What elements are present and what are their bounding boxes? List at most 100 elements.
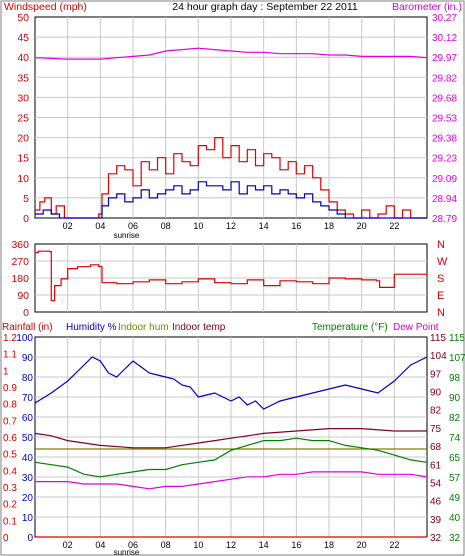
rainfall-axis-title: Rainfall (in) [2,322,53,333]
temperature-outer-tick-9: 107 [449,353,465,364]
temperature-inner-tick-2: 46 [430,497,442,508]
lower-x-tick-20: 20 [357,540,367,550]
temperature-inner-tick-5: 68 [430,442,442,453]
temperature-outer-tick-4: 65 [449,453,461,464]
humidity-ticks: 0 10 20 30 40 50 60 70 80 90 100 [16,333,33,544]
compass-tick-0: N [437,239,445,251]
barometer-tick-0: 28.79 [432,214,457,225]
compass-tick-1: W [437,256,448,268]
barometer-tick-6: 29.68 [432,93,457,104]
rainfall-tick-1: 0.1 [3,516,17,527]
temperature-outer-tick-2: 49 [449,493,461,504]
humidity-tick-30: 30 [22,473,34,484]
temperature-line [34,437,428,478]
lower-x-tick-12: 12 [226,540,236,550]
lower-x-tick-14: 14 [259,540,269,550]
rainfall-tick-2: 0.2 [3,500,17,511]
temperature-outer-tick-6: 82 [449,413,461,424]
humidity-tick-80: 80 [22,373,34,384]
humidity-tick-70: 70 [22,393,34,404]
wind-x-tick-20: 20 [357,221,367,231]
compass-tick-3: E [437,290,444,302]
wind-x-tick-10: 10 [193,221,203,231]
humidity-tick-60: 60 [22,413,34,424]
humidity-tick-20: 20 [22,493,34,504]
windspeed-tick-35: 35 [17,72,29,84]
lower-series [34,356,428,538]
indoor-temp-legend: Indoor temp [172,322,226,333]
rainfall-tick-9: 0.9 [3,383,17,394]
barometer-tick-2: 29.09 [432,174,457,185]
temperature-outer-tick-3: 57 [449,473,461,484]
direction-ticks: 0 90 180 270 360 [11,239,29,319]
direction-series [35,250,427,302]
wind-x-tick-06: 06 [128,221,138,231]
wind-x-tick-18: 18 [324,221,334,231]
temperature-inner-tick-7: 82 [430,406,442,417]
direction-tick-180: 180 [11,273,29,285]
temperature-outer-tick-5: 74 [449,433,461,444]
wind-x-tick-04: 04 [95,221,105,231]
temperature-inner-tick-3: 54 [430,478,442,489]
temperature-inner-tick-0: 32 [430,533,442,544]
sunrise-label-lower: sunrise [114,548,140,556]
wind-x-ticks: 02 04 06 08 10 12 14 16 18 20 22 [63,221,400,231]
lower-x-tick-04: 04 [95,540,105,550]
rainfall-tick-12: 1.2 [3,333,17,344]
dew-point-line [35,471,428,490]
rainfall-tick-10: 1 [3,366,9,377]
temperature-axis-title: Temperature (°F) [312,322,388,333]
direction-grid [35,244,427,312]
windspeed-axis-title: Windspeed (mph) [4,1,87,13]
temperature-outer-tick-1: 40 [449,513,461,524]
indoor-hum-legend: Indoor hum [118,322,169,333]
humidity-tick-10: 10 [22,513,34,524]
humidity-tick-90: 90 [22,353,34,364]
rainfall-tick-4: 0.4 [3,466,17,477]
temperature-inner-tick-6: 75 [430,424,442,435]
rainfall-tick-8: 0.8 [3,400,17,411]
graph-title: 24 hour graph day : September 22 2011 [172,1,358,13]
windspeed-tick-10: 10 [17,173,29,185]
wind-series [34,47,428,219]
rainfall-tick-11: 1.1 [3,350,17,361]
lower-x-tick-16: 16 [291,540,301,550]
temperature-inner-ticks: 32 39 46 54 61 68 75 82 90 97 104 115 [430,333,447,544]
temperature-outer-ticks: 32 40 49 57 65 74 82 90 98 107 115 [449,333,465,544]
lower-x-tick-08: 08 [161,540,171,550]
humidity-tick-50: 50 [22,433,34,444]
lower-x-tick-02: 02 [63,540,73,550]
temperature-inner-tick-11: 115 [430,333,446,344]
sunrise-label: sunrise [114,231,140,240]
temperature-inner-tick-1: 39 [430,515,442,526]
wind-x-tick-22: 22 [389,221,399,231]
temperature-outer-tick-8: 98 [449,373,461,384]
rainfall-tick-5: 0.5 [3,450,17,461]
lower-x-tick-22: 22 [389,540,399,550]
temperature-inner-tick-9: 97 [430,369,442,380]
temperature-outer-tick-0: 32 [449,533,461,544]
humidity-line [34,356,428,410]
windspeed-tick-0: 0 [23,213,29,225]
windspeed-tick-45: 45 [17,32,29,44]
temperature-inner-tick-4: 61 [430,460,442,471]
lower-grid [35,337,427,537]
humidity-tick-40: 40 [22,453,34,464]
rain-humidity-temperature-chart: 0 0.1 0.2 0.3 0.4 0.5 0.6 0.7 0.8 0.9 1 1.1 1.2 0 10 2… [3,333,465,556]
wind-x-tick-02: 02 [63,221,73,231]
wind-x-tick-16: 16 [291,221,301,231]
windspeed-tick-40: 40 [17,52,29,64]
barometer-tick-8: 29.97 [432,53,457,64]
windspeed-tick-25: 25 [17,113,29,125]
humidity-tick-0: 0 [27,533,33,544]
lower-x-tick-18: 18 [324,540,334,550]
barometer-tick-3: 29.23 [432,154,457,165]
barometer-tick-10: 30.27 [432,13,457,24]
windspeed-tick-30: 30 [17,92,29,104]
rainfall-tick-0: 0 [3,533,9,544]
barometer-tick-1: 28.94 [432,194,457,205]
